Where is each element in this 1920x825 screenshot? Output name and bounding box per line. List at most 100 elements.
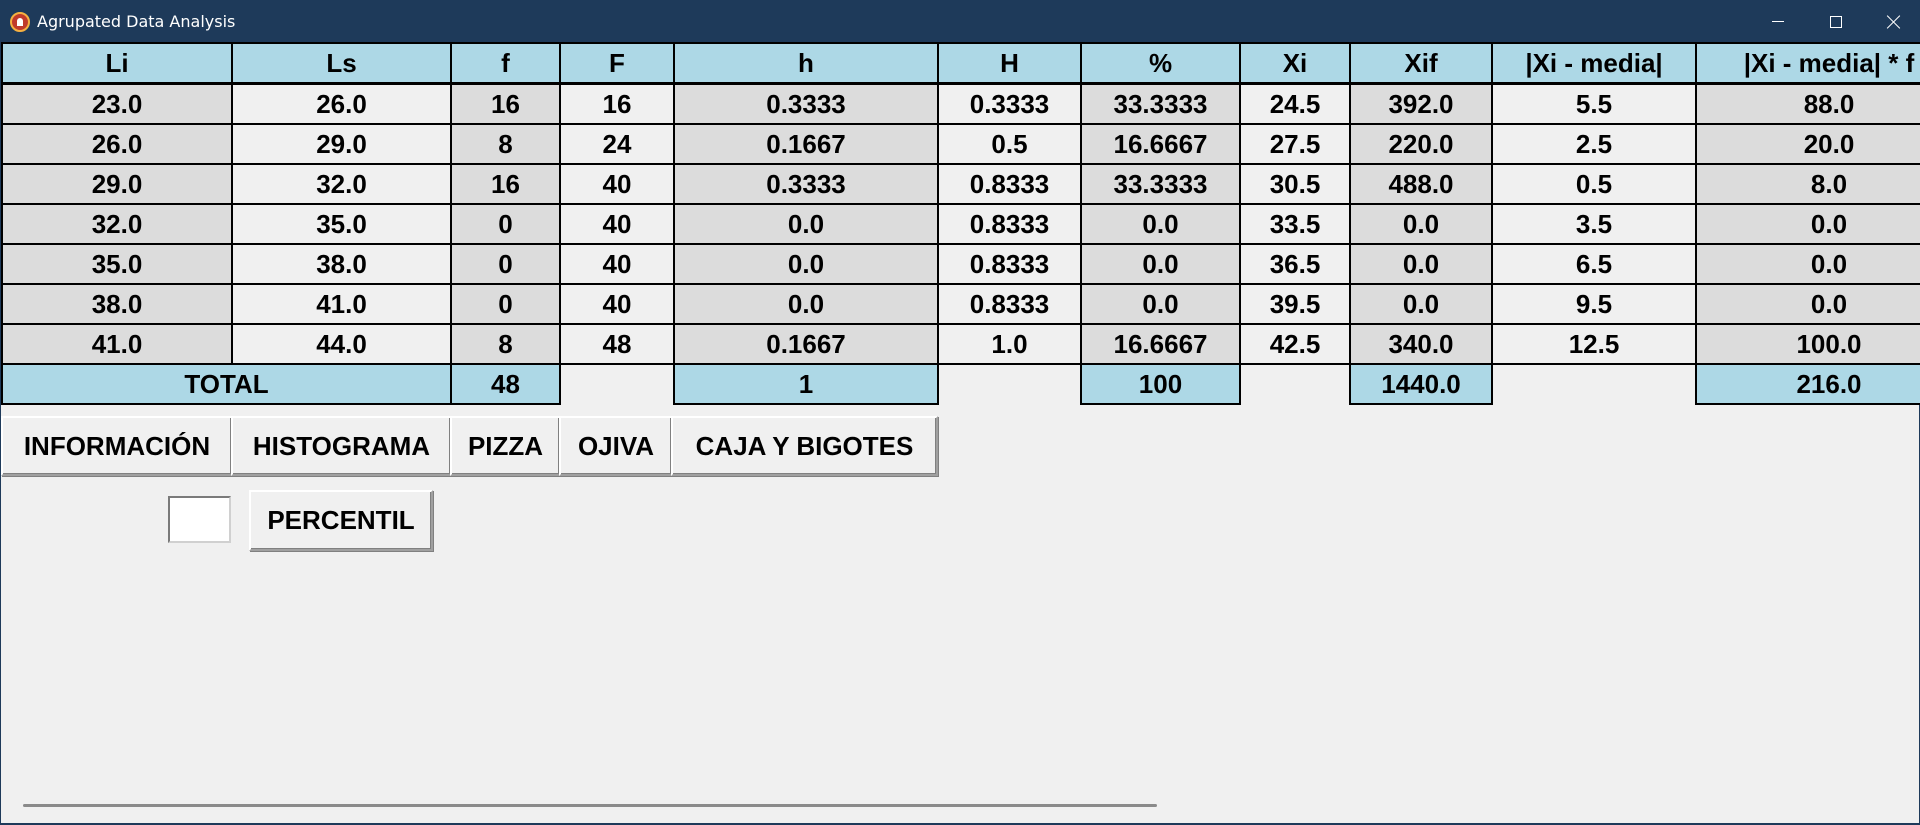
ojiva-button[interactable]: OJIVA [559, 416, 673, 476]
table-cell: 0.0 [1349, 243, 1493, 285]
table-cell: 100.0 [1695, 323, 1920, 365]
table-cell: 12.5 [1491, 323, 1697, 365]
table-cell: 40 [559, 243, 675, 285]
column-header: Ls [231, 42, 452, 84]
minimize-button[interactable] [1749, 1, 1807, 42]
caja-y-bigotes-button[interactable]: CAJA Y BIGOTES [671, 416, 938, 476]
table-cell: 38.0 [231, 243, 452, 285]
table-cell: 0.0 [673, 283, 939, 325]
total-h: 1 [673, 363, 939, 405]
close-button[interactable] [1865, 1, 1920, 42]
total-f: 48 [450, 363, 561, 405]
column-header: Li [1, 42, 233, 84]
table-cell: 0.5 [937, 123, 1082, 165]
percentil-input[interactable] [168, 496, 231, 543]
table-cell: 0.0 [1695, 283, 1920, 325]
column-header: % [1080, 42, 1241, 84]
table-cell: 29.0 [231, 123, 452, 165]
table-cell: 0.0 [1349, 283, 1493, 325]
table-cell: 0 [450, 203, 561, 245]
column-header: F [559, 42, 675, 84]
table-cell: 88.0 [1695, 83, 1920, 125]
table-cell: 0.8333 [937, 243, 1082, 285]
table-cell: 29.0 [1, 163, 233, 205]
table-cell: 27.5 [1239, 123, 1351, 165]
table-cell: 39.5 [1239, 283, 1351, 325]
table-cell: 0.8333 [937, 203, 1082, 245]
total-xif: 1440.0 [1349, 363, 1493, 405]
table-cell: 8 [450, 323, 561, 365]
table-cell: 24 [559, 123, 675, 165]
table-cell: 40 [559, 283, 675, 325]
table-cell: 340.0 [1349, 323, 1493, 365]
title-bar[interactable]: Agrupated Data Analysis [1, 1, 1920, 42]
total-percent: 100 [1080, 363, 1241, 405]
table-cell: 5.5 [1491, 83, 1697, 125]
window-title: Agrupated Data Analysis [37, 12, 236, 31]
table-cell: 0.3333 [937, 83, 1082, 125]
table-cell: 0.1667 [673, 123, 939, 165]
table-cell: 40 [559, 203, 675, 245]
table-cell: 0.3333 [673, 163, 939, 205]
minimize-icon [1772, 21, 1784, 22]
table-cell: 0.1667 [673, 323, 939, 365]
total-label: TOTAL [1, 363, 452, 405]
table-cell: 33.3333 [1080, 163, 1241, 205]
maximize-button[interactable] [1807, 1, 1865, 42]
table-cell: 26.0 [1, 123, 233, 165]
table-cell: 48 [559, 323, 675, 365]
table-cell: 40 [559, 163, 675, 205]
table-cell: 16 [559, 83, 675, 125]
table-cell: 16 [450, 163, 561, 205]
table-cell: 8.0 [1695, 163, 1920, 205]
table-cell: 0.0 [673, 203, 939, 245]
table-cell: 33.3333 [1080, 83, 1241, 125]
table-cell: 20.0 [1695, 123, 1920, 165]
table-cell: 0.0 [1080, 203, 1241, 245]
column-header: f [450, 42, 561, 84]
table-cell: 0.0 [1695, 243, 1920, 285]
table-cell: 33.5 [1239, 203, 1351, 245]
percentil-button[interactable]: PERCENTIL [249, 490, 433, 551]
table-cell: 24.5 [1239, 83, 1351, 125]
table-cell: 3.5 [1491, 203, 1697, 245]
table-cell: 16.6667 [1080, 123, 1241, 165]
table-cell: 8 [450, 123, 561, 165]
table-cell: 35.0 [231, 203, 452, 245]
table-cell: 0.0 [1080, 283, 1241, 325]
maximize-icon [1830, 15, 1842, 28]
table-cell: 6.5 [1491, 243, 1697, 285]
table-cell: 488.0 [1349, 163, 1493, 205]
total-abs-dev-f: 216.0 [1695, 363, 1920, 405]
table-cell: 16.6667 [1080, 323, 1241, 365]
table-cell: 0.0 [673, 243, 939, 285]
table-cell: 0.8333 [937, 283, 1082, 325]
column-header: Xi [1239, 42, 1351, 84]
table-cell: 0 [450, 283, 561, 325]
table-cell: 0 [450, 243, 561, 285]
column-header: |Xi - media| [1491, 42, 1697, 84]
table-cell: 0.0 [1080, 243, 1241, 285]
table-cell: 16 [450, 83, 561, 125]
table-cell: 0.0 [1695, 203, 1920, 245]
table-cell: 0.0 [1349, 203, 1493, 245]
horizontal-scrollbar[interactable] [23, 804, 1157, 807]
table-cell: 26.0 [231, 83, 452, 125]
table-cell: 0.5 [1491, 163, 1697, 205]
table-cell: 42.5 [1239, 323, 1351, 365]
histograma-button[interactable]: HISTOGRAMA [231, 416, 452, 476]
table-cell: 220.0 [1349, 123, 1493, 165]
informacion-button[interactable]: INFORMACIÓN [1, 416, 233, 476]
table-cell: 0.8333 [937, 163, 1082, 205]
table-cell: 38.0 [1, 283, 233, 325]
close-icon [1887, 15, 1901, 29]
table-cell: 23.0 [1, 83, 233, 125]
column-header: h [673, 42, 939, 84]
table-cell: 1.0 [937, 323, 1082, 365]
table-cell: 392.0 [1349, 83, 1493, 125]
app-logo-icon [10, 12, 30, 32]
table-cell: 2.5 [1491, 123, 1697, 165]
pizza-button[interactable]: PIZZA [450, 416, 561, 476]
table-cell: 0.3333 [673, 83, 939, 125]
